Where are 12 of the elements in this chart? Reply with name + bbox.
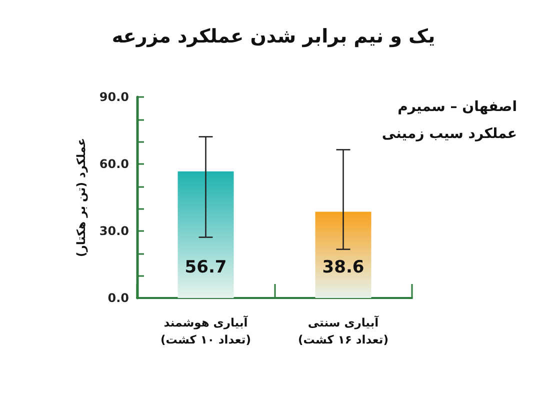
x-tick-label: آبیاری هوشمند (تعداد ۱۰ کشت) bbox=[160, 316, 251, 346]
data-label: 38.6 bbox=[322, 258, 364, 278]
y-tick-label: 60.0 bbox=[99, 157, 129, 171]
y-tick-label: 0.0 bbox=[108, 291, 129, 305]
annotation: عملکرد سیب زمینی bbox=[382, 126, 518, 142]
x-tick-label: آبیاری سنتی (تعداد ۱۶ کشت) bbox=[298, 316, 388, 346]
data-label: 56.7 bbox=[184, 258, 227, 278]
y-tick-label: 90.0 bbox=[99, 90, 129, 104]
chart-title: یک و نیم برابر شدن عملکرد مزرعه bbox=[112, 26, 436, 48]
annotation: اصفهان – سمیرم bbox=[398, 99, 517, 115]
y-axis-title: عملکرد (تن بر هکتار) bbox=[74, 138, 88, 257]
y-tick-label: 30.0 bbox=[99, 224, 129, 238]
